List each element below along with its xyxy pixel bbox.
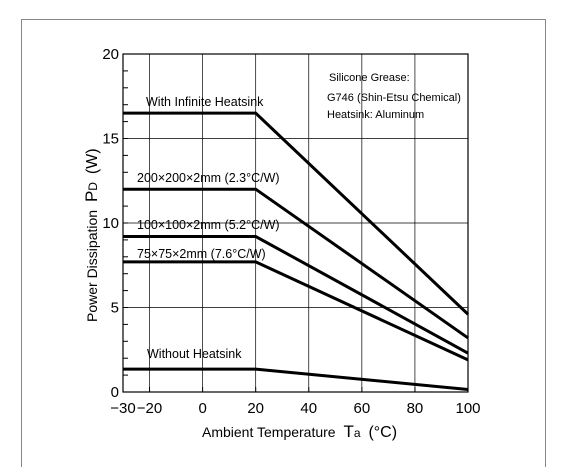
series-lines bbox=[123, 111, 470, 391]
series-label: 200×200×2mm (2.3°C/W) bbox=[137, 171, 280, 185]
x-axis-symbol-sub: a bbox=[354, 426, 361, 440]
y-axis-title: Power Dissipation PD (W) bbox=[82, 148, 101, 322]
x-tick-label: −20 bbox=[137, 400, 162, 417]
y-axis-symbol: P bbox=[82, 191, 101, 202]
x-axis-label: Ambient Temperature bbox=[202, 424, 336, 440]
x-axis-title: Ambient Temperature Ta (°C) bbox=[202, 422, 397, 441]
x-axis-symbol: T bbox=[343, 422, 353, 441]
x-tick-label: 20 bbox=[247, 400, 264, 417]
x-tick-label: 40 bbox=[300, 400, 317, 417]
note-line-1: Silicone Grease: bbox=[329, 72, 410, 84]
y-tick-label: 20 bbox=[102, 46, 119, 63]
y-axis-label: Power Dissipation bbox=[84, 210, 100, 322]
series-line bbox=[123, 260, 469, 362]
y-tick-label: 10 bbox=[102, 215, 119, 232]
series-label: Without Heatsink bbox=[147, 347, 242, 361]
axis-ticks bbox=[123, 70, 416, 392]
series-line bbox=[123, 235, 469, 355]
series-line bbox=[123, 187, 469, 340]
note-box: Silicone Grease: G746 (Shin-Etsu Chemica… bbox=[327, 72, 461, 121]
figure-frame bbox=[21, 19, 546, 467]
x-tick-label: 100 bbox=[455, 400, 480, 417]
x-tick-label: 80 bbox=[407, 400, 424, 417]
curve-labels: With Infinite Heatsink 200×200×2mm (2.3°C… bbox=[137, 95, 280, 361]
y-tick-label: 0 bbox=[111, 384, 119, 401]
tick-labels: −30 −20 0 20 40 60 80 100 0 5 10 15 20 bbox=[102, 46, 480, 417]
series-label: 75×75×2mm (7.6°C/W) bbox=[137, 247, 266, 261]
series-label: 100×100×2mm (5.2°C/W) bbox=[137, 218, 280, 232]
y-tick-label: 15 bbox=[102, 131, 119, 148]
series-line bbox=[123, 111, 470, 316]
plot-area bbox=[122, 53, 469, 393]
y-axis-symbol-sub: D bbox=[86, 182, 100, 191]
x-tick-label: 0 bbox=[198, 400, 206, 417]
y-tick-label: 5 bbox=[111, 300, 119, 317]
note-line-2: G746 (Shin-Etsu Chemical) bbox=[327, 92, 461, 104]
y-axis-unit: (W) bbox=[84, 148, 101, 174]
x-tick-label: −30 bbox=[110, 400, 135, 417]
series-label: With Infinite Heatsink bbox=[146, 95, 264, 109]
x-tick-label: 60 bbox=[354, 400, 371, 417]
grid bbox=[123, 54, 468, 392]
x-axis-unit: (°C) bbox=[368, 424, 397, 441]
note-line-3: Heatsink: Aluminum bbox=[327, 109, 424, 121]
series-line bbox=[123, 367, 469, 391]
